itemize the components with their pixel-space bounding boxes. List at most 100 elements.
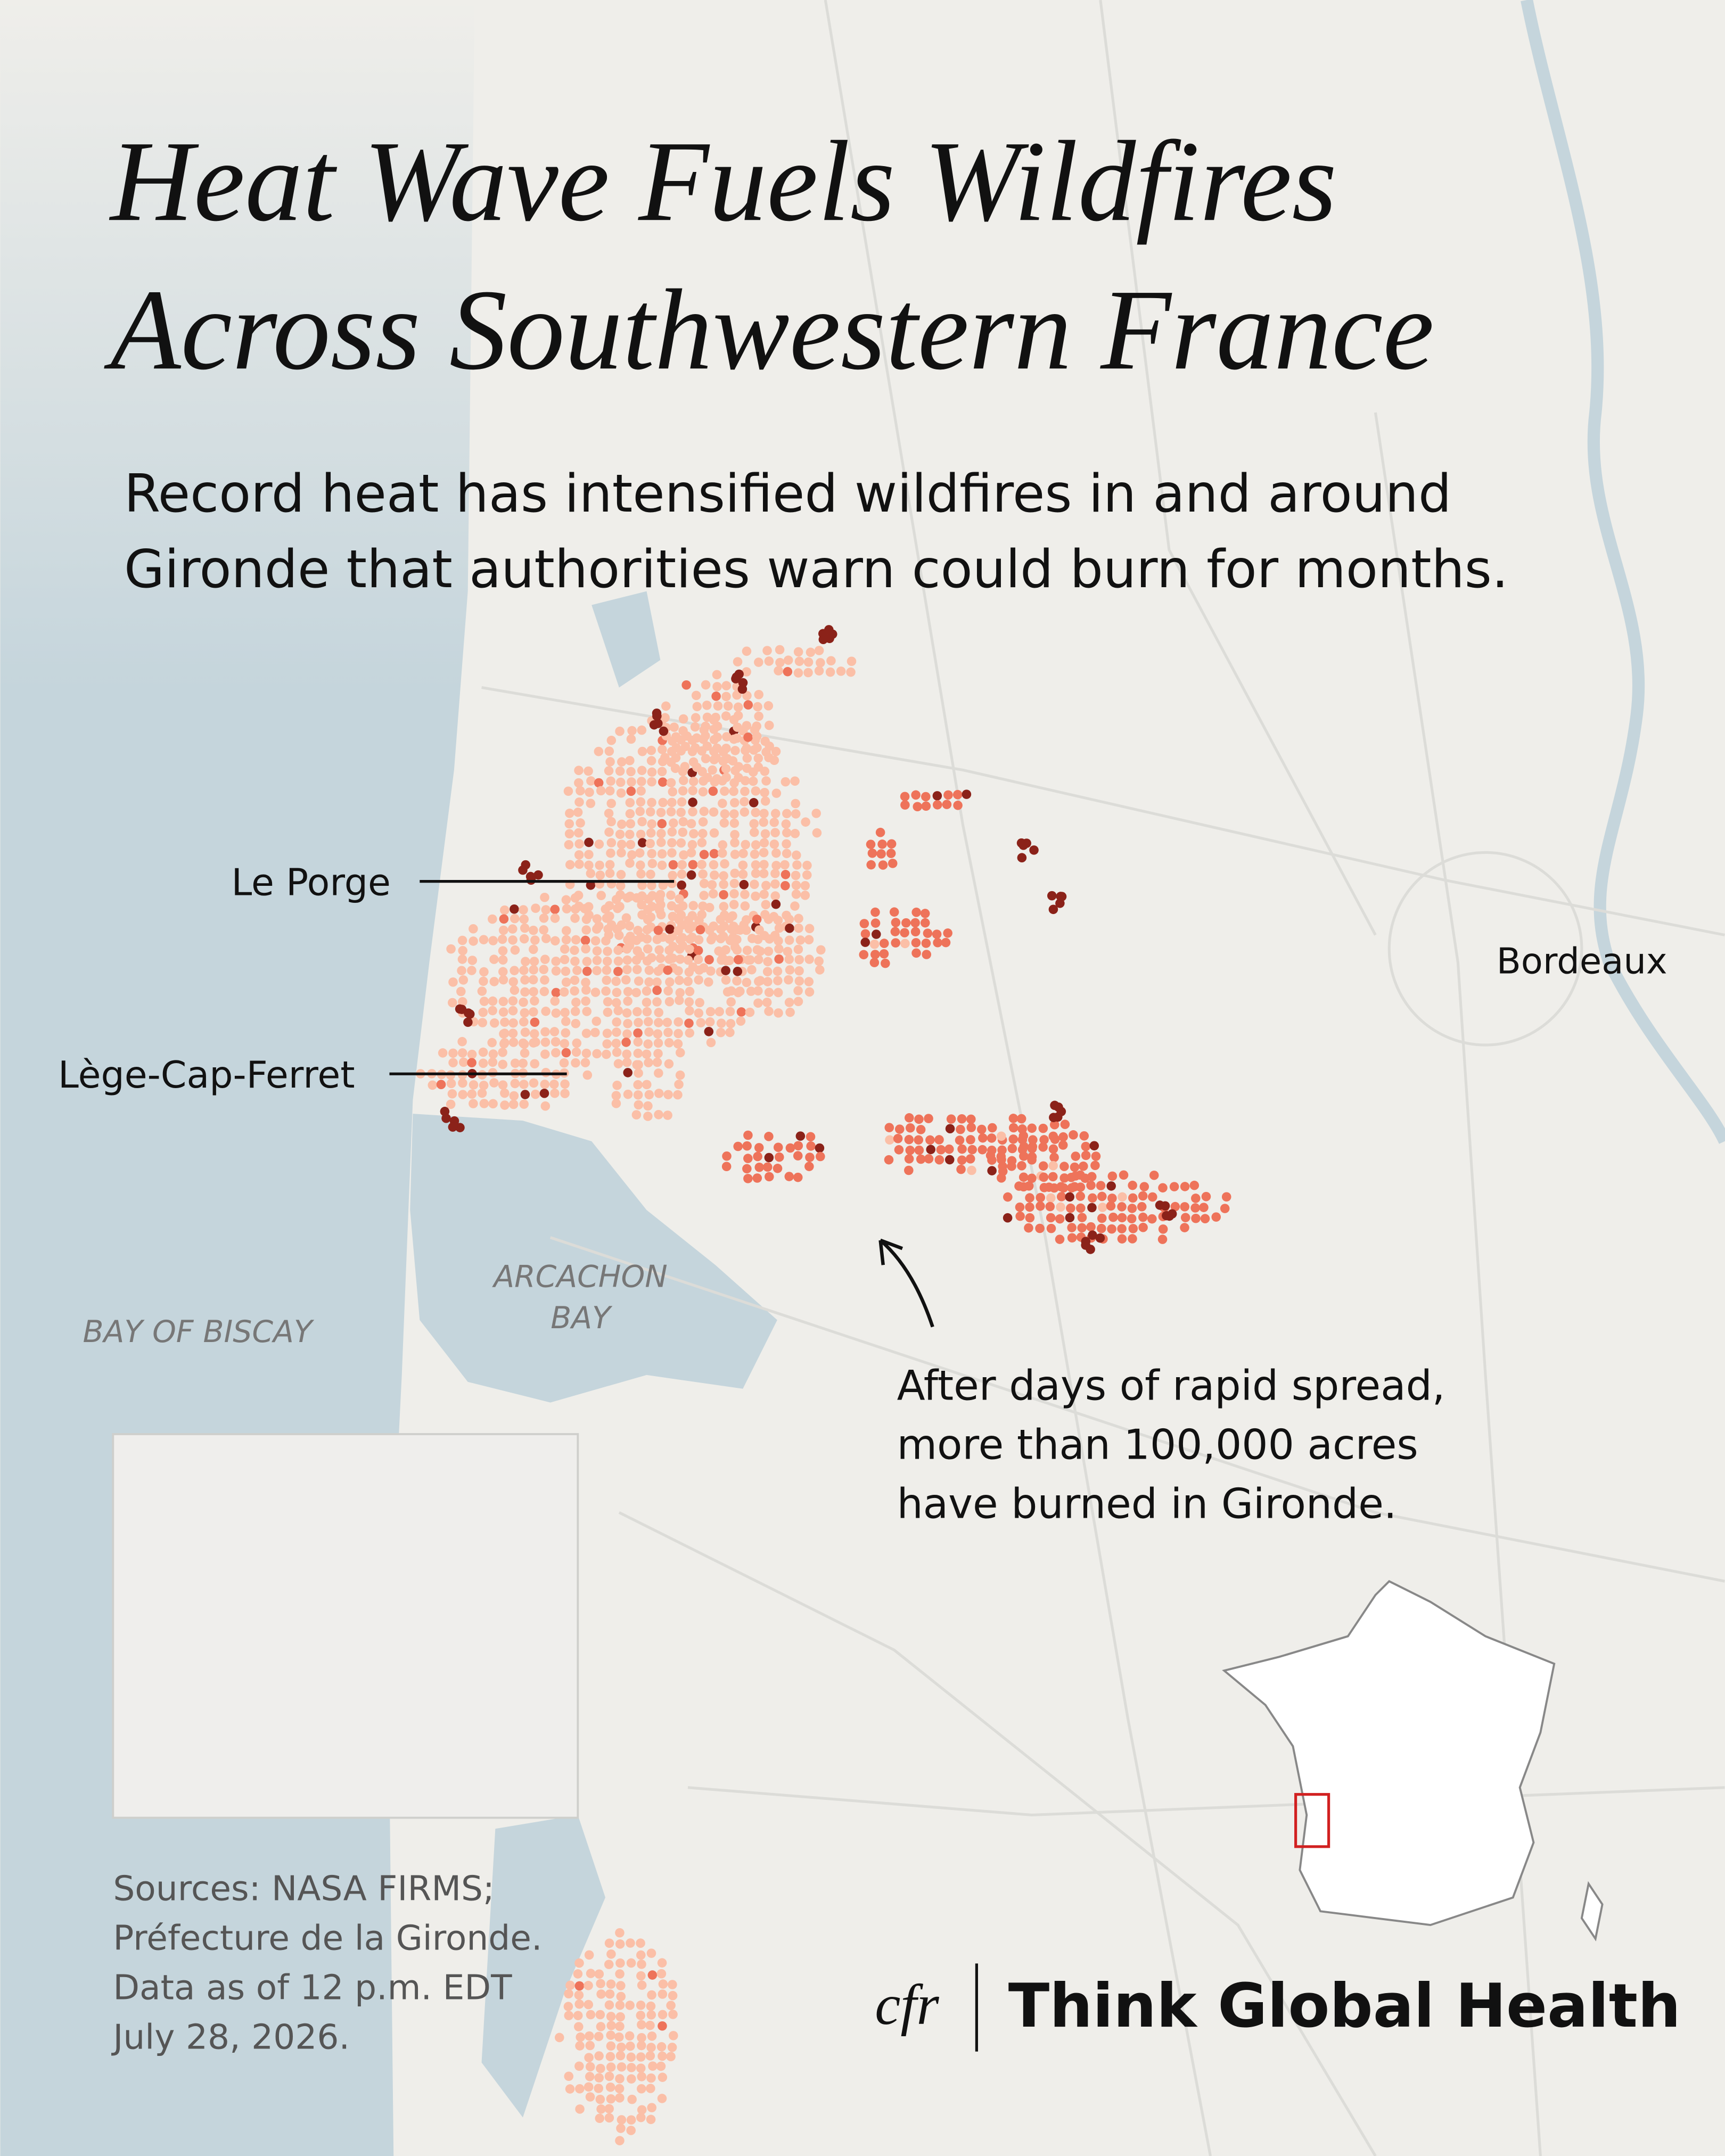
fire-dot — [574, 859, 584, 869]
fire-dot — [721, 743, 731, 753]
fire-dot — [681, 680, 691, 690]
fire-dot — [775, 645, 785, 655]
fire-dot — [658, 745, 667, 754]
fire-dot — [510, 966, 519, 975]
fire-dot — [625, 755, 635, 766]
fire-dot — [1047, 891, 1057, 901]
fire-dot — [910, 927, 921, 937]
fire-dot — [785, 923, 794, 933]
fire-dot — [885, 1135, 894, 1145]
fire-dot — [696, 1018, 706, 1027]
fire-dot — [572, 1038, 582, 1048]
fire-dot — [606, 1979, 616, 1989]
fire-dot — [585, 2072, 595, 2081]
fire-dot — [615, 1928, 625, 1938]
fire-dot — [888, 859, 898, 868]
fire-dot — [784, 975, 793, 985]
fire-dot — [676, 808, 686, 817]
fire-dot — [614, 2084, 625, 2094]
fire-dot — [706, 1038, 716, 1048]
fire-dot — [574, 1981, 585, 1991]
fire-dot — [612, 1027, 621, 1037]
fire-dot — [497, 934, 507, 944]
fire-dot — [570, 945, 579, 955]
fire-dot — [877, 840, 887, 849]
fire-dot — [688, 807, 697, 817]
fire-dot — [712, 733, 722, 742]
fire-dot — [742, 690, 752, 701]
fire-dot — [540, 1038, 551, 1047]
fire-dot — [781, 819, 791, 829]
fire-dot — [1036, 1192, 1045, 1203]
fire-dot — [791, 809, 801, 819]
fire-dot — [658, 880, 668, 890]
fire-dot — [1003, 1192, 1013, 1202]
fire-dot — [574, 1958, 584, 1968]
fire-dot — [730, 829, 740, 840]
fire-dot — [529, 957, 539, 966]
fire-dot — [769, 840, 779, 849]
fire-dot — [759, 890, 769, 899]
fire-dot — [615, 1969, 625, 1979]
fire-dot — [773, 966, 783, 976]
fire-dot — [761, 776, 771, 786]
fire-dot — [657, 2094, 667, 2103]
fire-dot — [793, 1172, 803, 1182]
fire-dot — [946, 1114, 956, 1124]
fire-dot — [467, 956, 478, 965]
fire-dot — [642, 925, 652, 935]
fire-dot — [594, 2051, 604, 2061]
fire-dot — [775, 657, 785, 668]
fire-dot — [697, 838, 707, 847]
fire-dot — [793, 1151, 803, 1161]
fire-dot — [564, 2011, 574, 2020]
fire-dot — [581, 1028, 592, 1038]
fire-dot — [658, 2072, 668, 2082]
fire-dot — [675, 944, 685, 954]
fire-dot — [606, 817, 616, 827]
fire-dot — [764, 1132, 774, 1141]
fire-dot — [955, 1135, 965, 1145]
fire-dot — [621, 913, 631, 923]
fire-dot — [1220, 1204, 1230, 1213]
fire-dot — [585, 2031, 594, 2041]
fire-dot — [447, 1089, 457, 1099]
fire-dot — [635, 807, 645, 816]
fire-dot — [602, 956, 612, 966]
fire-dot — [457, 966, 466, 976]
fire-dot — [753, 1151, 762, 1162]
fire-dot — [1189, 1180, 1200, 1190]
fire-dot — [944, 1155, 955, 1165]
fire-dot — [705, 1017, 715, 1027]
fire-dot — [643, 1112, 653, 1121]
fire-dot — [742, 646, 752, 656]
fire-dot — [1148, 1192, 1157, 1202]
fire-dot — [1191, 1213, 1201, 1223]
fire-dot — [1095, 1233, 1105, 1243]
fire-dot — [733, 657, 743, 666]
fire-dot — [520, 975, 530, 985]
fire-dot — [560, 1008, 570, 1017]
fire-dot — [752, 915, 762, 924]
fire-dot — [667, 827, 677, 837]
fire-dot — [500, 905, 510, 915]
fire-dot — [508, 977, 518, 987]
fire-dot — [1027, 1152, 1037, 1162]
fire-dot — [870, 918, 881, 928]
fire-dot — [1049, 1113, 1058, 1122]
fire-dot — [457, 1036, 467, 1047]
fire-dot — [529, 1029, 539, 1039]
fire-dot — [714, 1007, 725, 1017]
fire-dot — [637, 880, 647, 890]
fire-dot — [678, 714, 688, 724]
fire-dot — [677, 860, 687, 870]
fire-dot — [1055, 1235, 1065, 1244]
fire-dot — [510, 985, 520, 995]
fire-dot — [1098, 1203, 1107, 1212]
fire-dot — [646, 2114, 656, 2125]
fire-dot — [691, 743, 700, 753]
fire-dot — [1128, 1193, 1138, 1203]
fire-dot — [913, 802, 923, 812]
fire-dot — [920, 918, 930, 928]
